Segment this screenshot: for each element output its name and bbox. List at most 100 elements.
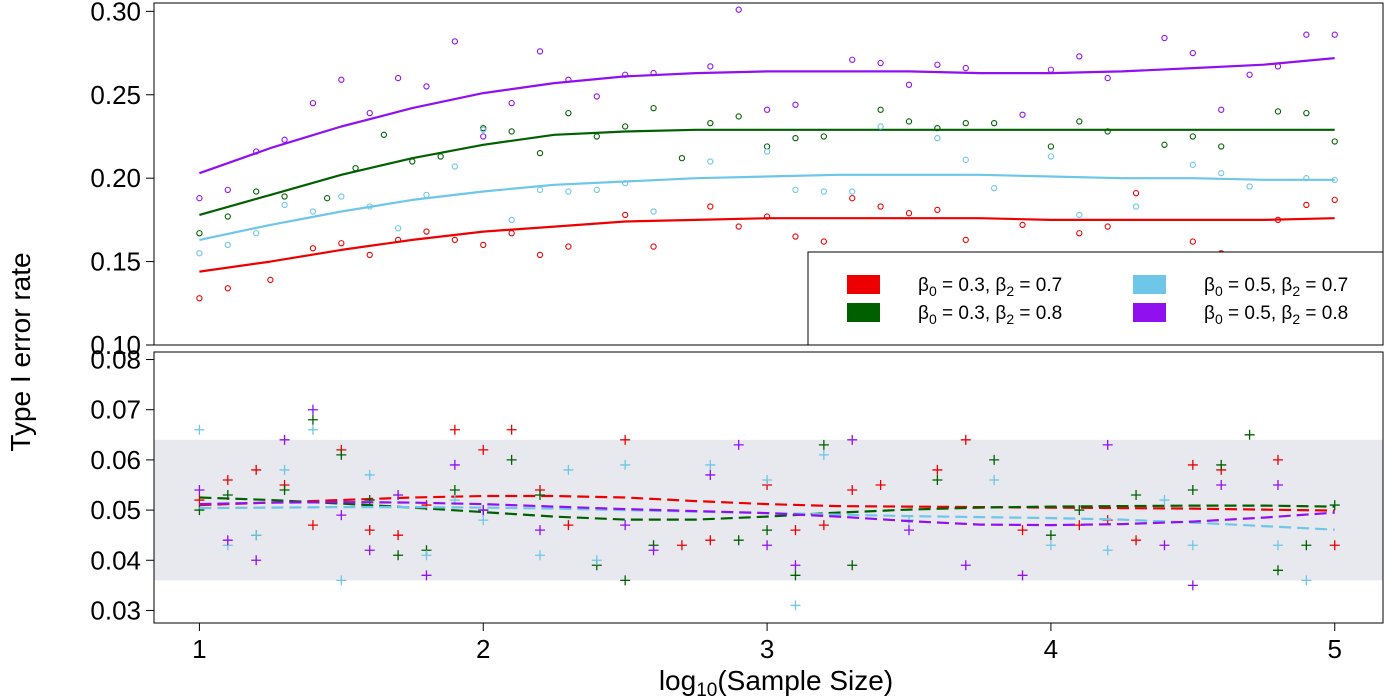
data-point <box>1218 143 1225 150</box>
data-point <box>394 74 402 82</box>
series-3 <box>194 404 1335 591</box>
data-point <box>877 59 884 67</box>
data-point <box>1246 71 1253 78</box>
data-point <box>338 193 345 200</box>
data-point <box>1331 196 1338 204</box>
y-tick-label: 0.07 <box>90 395 141 425</box>
data-point <box>847 434 858 445</box>
y-tick-label: 0.20 <box>90 163 141 193</box>
data-point <box>565 109 572 117</box>
data-point <box>762 540 773 551</box>
data-point <box>1303 31 1310 38</box>
data-point <box>222 535 233 546</box>
data-point <box>279 434 290 445</box>
legend-label: β0 = 0.3, β2 = 0.8 <box>918 303 1062 327</box>
trend-line <box>199 217 1335 273</box>
data-point <box>1189 161 1196 168</box>
data-point <box>818 449 829 460</box>
data-point <box>792 101 799 108</box>
data-point <box>962 64 969 72</box>
data-point <box>593 133 600 140</box>
data-point <box>1303 109 1310 117</box>
data-point <box>508 128 515 135</box>
legend-label: β0 = 0.5, β2 = 0.8 <box>1204 303 1348 327</box>
data-point <box>763 148 771 155</box>
series-3 <box>196 6 1338 202</box>
data-point <box>449 424 460 435</box>
data-point <box>1074 505 1085 516</box>
legend: β0 = 0.3, β2 = 0.7 β0 = 0.5, β2 = 0.7 β0 =… <box>807 251 1384 346</box>
data-point <box>1017 570 1028 581</box>
data-point <box>790 570 801 581</box>
data-point <box>877 203 884 210</box>
data-point <box>1301 540 1312 551</box>
data-point <box>707 158 714 165</box>
data-point <box>196 250 203 257</box>
data-point <box>224 186 231 193</box>
data-point <box>905 118 913 125</box>
data-point <box>506 424 517 435</box>
data-point <box>903 525 914 536</box>
data-point <box>393 550 404 561</box>
data-point <box>620 459 631 470</box>
data-point <box>535 490 546 501</box>
data-point <box>1329 500 1340 511</box>
data-point <box>336 510 347 521</box>
x-axis-title: log10(Sample Size) <box>659 665 893 700</box>
data-point <box>1246 183 1253 190</box>
data-point <box>1161 34 1168 42</box>
data-point <box>194 485 205 496</box>
data-point <box>364 469 375 480</box>
data-point <box>506 454 517 465</box>
data-point <box>535 550 546 561</box>
data-point <box>989 454 1000 465</box>
data-point <box>364 525 375 536</box>
data-point <box>253 188 260 195</box>
data-point <box>875 479 886 490</box>
data-point <box>536 251 544 259</box>
data-point <box>565 243 572 250</box>
data-point <box>222 474 233 485</box>
data-point <box>508 230 515 237</box>
data-point <box>990 119 998 127</box>
data-point <box>251 555 262 566</box>
data-point <box>307 520 318 531</box>
data-point <box>536 186 544 193</box>
data-point <box>1331 31 1338 38</box>
data-point <box>622 123 629 130</box>
data-point <box>877 123 884 130</box>
x-axis-title-subscript: 10 <box>696 680 717 700</box>
data-point <box>1104 223 1111 230</box>
data-point <box>508 216 515 224</box>
data-point <box>1272 479 1283 490</box>
data-point <box>323 195 331 202</box>
data-point <box>1303 201 1310 209</box>
data-point <box>251 464 262 475</box>
data-point <box>366 251 373 259</box>
data-point <box>962 119 969 127</box>
data-point <box>790 600 801 611</box>
data-point <box>1187 580 1198 591</box>
y-tick-label: 0.08 <box>90 345 141 375</box>
plot-frame <box>153 2 1384 346</box>
y-tick-label: 0.10 <box>90 330 141 360</box>
data-point <box>1102 545 1113 556</box>
data-point <box>253 230 260 237</box>
data-point <box>480 126 487 133</box>
data-point <box>423 228 430 235</box>
data-point <box>535 525 546 536</box>
legend-box <box>807 251 1384 346</box>
data-point <box>196 230 203 237</box>
data-point <box>1274 108 1282 115</box>
data-point <box>849 188 856 195</box>
data-point <box>251 530 262 541</box>
data-point <box>449 485 460 496</box>
data-point <box>932 464 943 475</box>
x-tick-label: 5 <box>1328 634 1342 664</box>
legend-swatch <box>1133 275 1166 294</box>
series-0 <box>194 424 1340 551</box>
bottom-panel: 0.03 0.04 0.05 0.06 0.07 0.08 1 2 3 4 5 <box>90 345 1384 664</box>
y-tick-label: 0.05 <box>90 495 141 525</box>
y-tick-label: 0.30 <box>90 0 141 26</box>
data-point <box>818 520 829 531</box>
